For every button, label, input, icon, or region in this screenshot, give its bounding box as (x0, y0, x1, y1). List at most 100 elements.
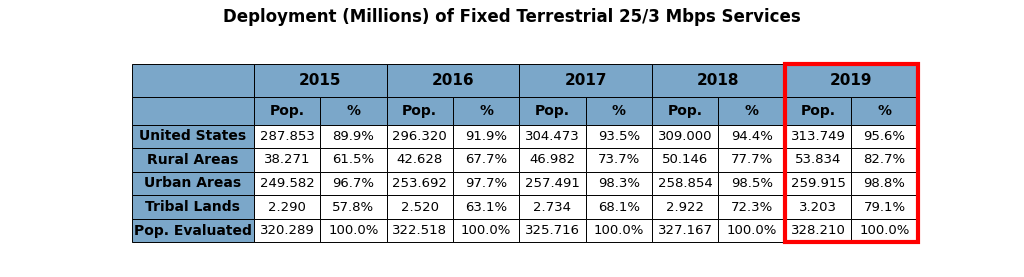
Bar (321, 97, 386, 125)
Bar (321, 172, 386, 195)
Bar (453, 148, 519, 172)
Text: 2.734: 2.734 (534, 201, 571, 214)
Bar (386, 172, 453, 195)
Text: 53.834: 53.834 (795, 153, 842, 166)
Text: Pop.: Pop. (668, 104, 702, 118)
Bar (321, 195, 386, 219)
Text: 287.853: 287.853 (259, 130, 314, 143)
Bar (132, 195, 254, 219)
Text: 82.7%: 82.7% (863, 153, 905, 166)
Bar (784, 97, 851, 125)
Bar (586, 172, 652, 195)
Bar (386, 219, 453, 242)
Text: 2015: 2015 (299, 73, 341, 88)
Bar (586, 219, 652, 242)
Text: %: % (744, 104, 759, 118)
Text: 89.9%: 89.9% (333, 130, 374, 143)
Text: 61.5%: 61.5% (332, 153, 375, 166)
Text: 67.7%: 67.7% (465, 153, 507, 166)
Text: 328.210: 328.210 (791, 224, 846, 237)
Bar (652, 172, 719, 195)
Bar (132, 219, 254, 242)
Text: 322.518: 322.518 (392, 224, 447, 237)
Bar (784, 148, 851, 172)
Bar (719, 97, 784, 125)
Text: 98.3%: 98.3% (598, 177, 640, 190)
Text: Urban Areas: Urban Areas (144, 176, 242, 191)
Bar (784, 64, 918, 97)
Bar (851, 125, 918, 148)
Bar (519, 64, 652, 97)
Text: 100.0%: 100.0% (594, 224, 644, 237)
Text: Tribal Lands: Tribal Lands (145, 200, 241, 214)
Bar (519, 172, 586, 195)
Bar (132, 148, 254, 172)
Bar (386, 148, 453, 172)
Text: 97.7%: 97.7% (465, 177, 507, 190)
Bar (851, 219, 918, 242)
Text: 94.4%: 94.4% (731, 130, 772, 143)
Bar (719, 148, 784, 172)
Text: 91.9%: 91.9% (465, 130, 507, 143)
Text: 93.5%: 93.5% (598, 130, 640, 143)
Text: 68.1%: 68.1% (598, 201, 640, 214)
Bar (851, 148, 918, 172)
Bar (453, 195, 519, 219)
Bar (254, 97, 321, 125)
Bar (719, 125, 784, 148)
Bar (386, 125, 453, 148)
Bar (254, 219, 321, 242)
Text: 2.520: 2.520 (400, 201, 438, 214)
Text: 2017: 2017 (564, 73, 607, 88)
Bar (453, 97, 519, 125)
Text: 100.0%: 100.0% (461, 224, 511, 237)
Text: Rural Areas: Rural Areas (147, 153, 239, 167)
Text: Pop. Evaluated: Pop. Evaluated (134, 224, 252, 237)
Bar (652, 125, 719, 148)
Text: %: % (878, 104, 892, 118)
Bar (453, 172, 519, 195)
Text: 259.915: 259.915 (791, 177, 846, 190)
Text: 313.749: 313.749 (791, 130, 846, 143)
Bar (254, 125, 321, 148)
Text: 100.0%: 100.0% (726, 224, 777, 237)
Bar (519, 219, 586, 242)
Text: 2.290: 2.290 (268, 201, 306, 214)
Bar (586, 125, 652, 148)
Text: Pop.: Pop. (402, 104, 437, 118)
Text: 50.146: 50.146 (663, 153, 709, 166)
Bar (453, 219, 519, 242)
Text: 100.0%: 100.0% (859, 224, 909, 237)
Text: United States: United States (139, 129, 247, 143)
Text: 73.7%: 73.7% (598, 153, 640, 166)
Bar (254, 195, 321, 219)
Bar (386, 97, 453, 125)
Bar (851, 172, 918, 195)
Bar (321, 125, 386, 148)
Text: 320.289: 320.289 (259, 224, 314, 237)
Text: Pop.: Pop. (269, 104, 304, 118)
Bar (519, 97, 586, 125)
Bar (652, 64, 784, 97)
Text: 257.491: 257.491 (525, 177, 580, 190)
Text: 2.922: 2.922 (667, 201, 705, 214)
Bar (784, 172, 851, 195)
Text: 3.203: 3.203 (799, 201, 837, 214)
Bar (519, 125, 586, 148)
Text: 304.473: 304.473 (525, 130, 580, 143)
Bar (586, 195, 652, 219)
Text: 249.582: 249.582 (259, 177, 314, 190)
Text: Pop.: Pop. (535, 104, 570, 118)
Bar (652, 97, 719, 125)
Bar (321, 148, 386, 172)
Bar (719, 172, 784, 195)
Text: 42.628: 42.628 (396, 153, 442, 166)
Text: 2016: 2016 (431, 73, 474, 88)
Text: 2019: 2019 (830, 73, 872, 88)
Bar (784, 125, 851, 148)
Bar (652, 148, 719, 172)
Text: 95.6%: 95.6% (863, 130, 905, 143)
Bar (254, 64, 386, 97)
Text: %: % (346, 104, 360, 118)
Bar (453, 125, 519, 148)
